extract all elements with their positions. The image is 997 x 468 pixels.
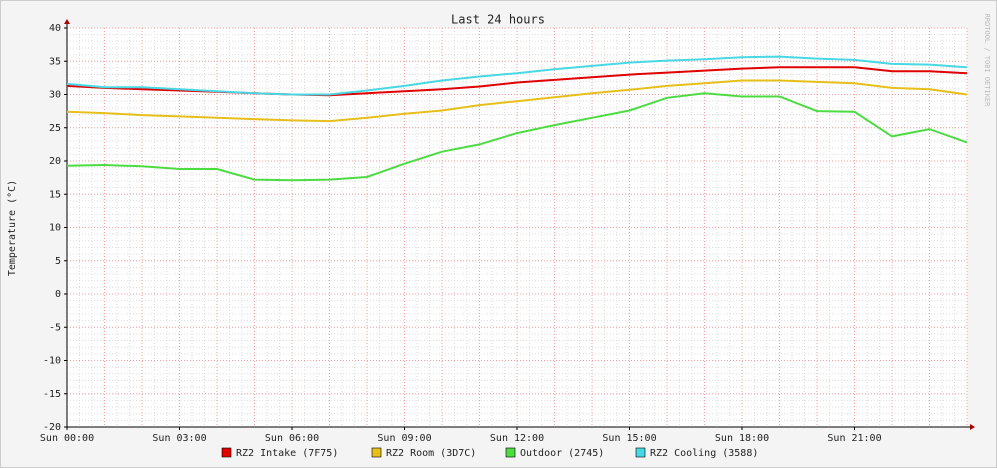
series-line [66,92,968,182]
x-tick-label: Sun 21:00 [827,433,881,444]
x-tick-label: Sun 03:00 [152,433,206,444]
watermark: RRDTOOL / TOBI OETIKER [983,14,991,108]
chart-title: Last 24 hours [451,13,545,27]
y-tick-label: -5 [49,322,61,333]
x-tick-label: Sun 09:00 [377,433,431,444]
y-tick-label: -10 [43,356,61,367]
x-arrow [970,424,975,430]
series-line [66,55,968,96]
x-tick-label: Sun 18:00 [715,433,769,444]
legend-label: RZ2 Intake (7F75) [236,448,338,459]
y-arrow [64,19,70,24]
x-tick-label: Sun 00:00 [40,433,94,444]
x-tick-label: Sun 15:00 [602,433,656,444]
x-tick-label: Sun 06:00 [265,433,319,444]
y-tick-label: -15 [43,389,61,400]
legend-swatch [505,447,516,458]
y-tick-label: 40 [49,23,61,34]
y-tick-label: 5 [55,256,61,267]
x-tick-label: Sun 12:00 [490,433,544,444]
legend-swatch [635,447,646,458]
y-tick-label: 15 [49,189,61,200]
legend-swatch [221,447,232,458]
y-axis-label: Temperature (°C) [7,180,18,276]
y-tick-label: 25 [49,123,61,134]
y-tick-label: -20 [43,422,61,433]
y-tick-label: 20 [49,156,61,167]
legend-label: RZ2 Room (3D7C) [386,448,476,459]
y-tick-label: 10 [49,223,61,234]
legend-label: Outdoor (2745) [520,448,604,459]
legend-label: RZ2 Cooling (3588) [650,448,758,459]
y-tick-label: 35 [49,56,61,67]
y-tick-label: 0 [55,289,61,300]
series-line [66,79,968,123]
y-tick-label: 30 [49,90,61,101]
legend-swatch [371,447,382,458]
